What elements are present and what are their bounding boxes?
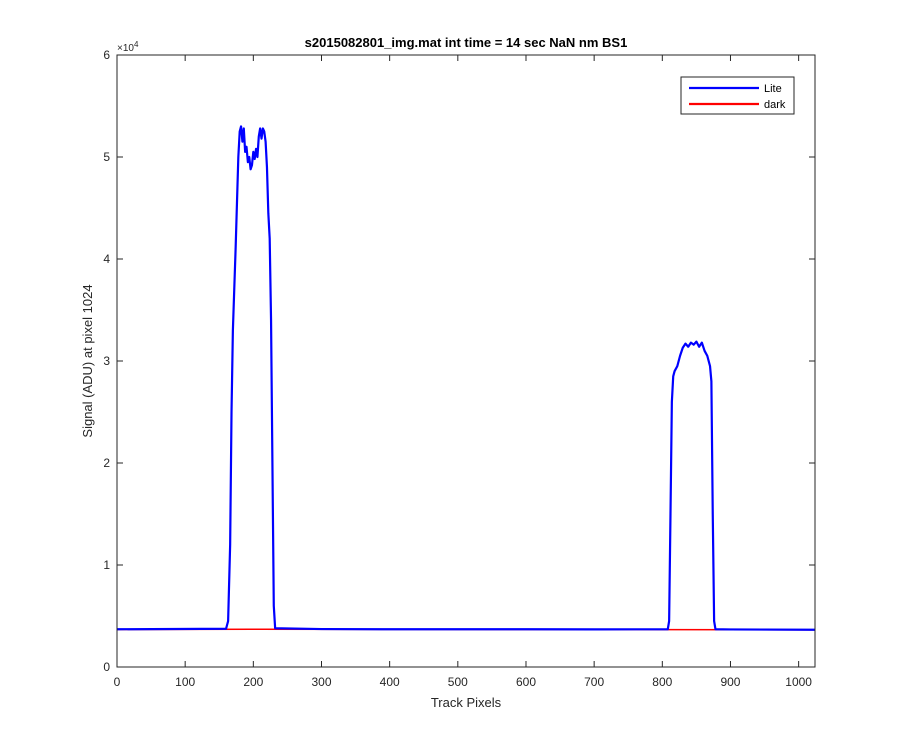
y-tick-label: 0 (103, 660, 110, 674)
x-tick-label: 1000 (785, 675, 812, 689)
legend-label-dark: dark (764, 99, 786, 111)
x-tick-label: 0 (114, 675, 121, 689)
y-tick-label: 6 (103, 48, 110, 62)
y-exponent-base: ×10 (117, 43, 134, 54)
plot-area (117, 55, 815, 667)
series-line-lite (116, 125, 816, 631)
y-tick-label: 4 (103, 252, 110, 266)
legend-box (680, 76, 795, 115)
y-tick-label: 2 (103, 456, 110, 470)
y-axis-label: Signal (ADU) at pixel 1024 (80, 284, 95, 437)
x-tick-label: 700 (584, 675, 604, 689)
x-axis-label: Track Pixels (431, 695, 502, 710)
y-exponent-power: 4 (134, 40, 139, 49)
chart-title: s2015082801_img.mat int time = 14 sec Na… (305, 35, 628, 50)
legend-label-lite: Lite (764, 83, 782, 95)
x-tick-label: 200 (243, 675, 263, 689)
x-tick-label: 400 (380, 675, 400, 689)
ticks-layer: 0 100 200 300 400 500 600 700 800 900 1000 0 1 2 3 4 5 6 (103, 48, 815, 689)
series-layer (116, 125, 816, 631)
y-tick-label: 3 (103, 354, 110, 368)
y-tick-label: 1 (103, 558, 110, 572)
x-tick-label: 600 (516, 675, 536, 689)
x-tick-label: 100 (175, 675, 195, 689)
legend: Lite dark (680, 76, 795, 115)
x-tick-label: 800 (652, 675, 672, 689)
axes-box (116, 54, 816, 668)
x-tick-label: 500 (448, 675, 468, 689)
x-tick-label: 900 (720, 675, 740, 689)
y-exponent-label: ×104 (117, 40, 139, 54)
y-tick-label: 5 (103, 150, 110, 164)
x-tick-label: 300 (311, 675, 331, 689)
